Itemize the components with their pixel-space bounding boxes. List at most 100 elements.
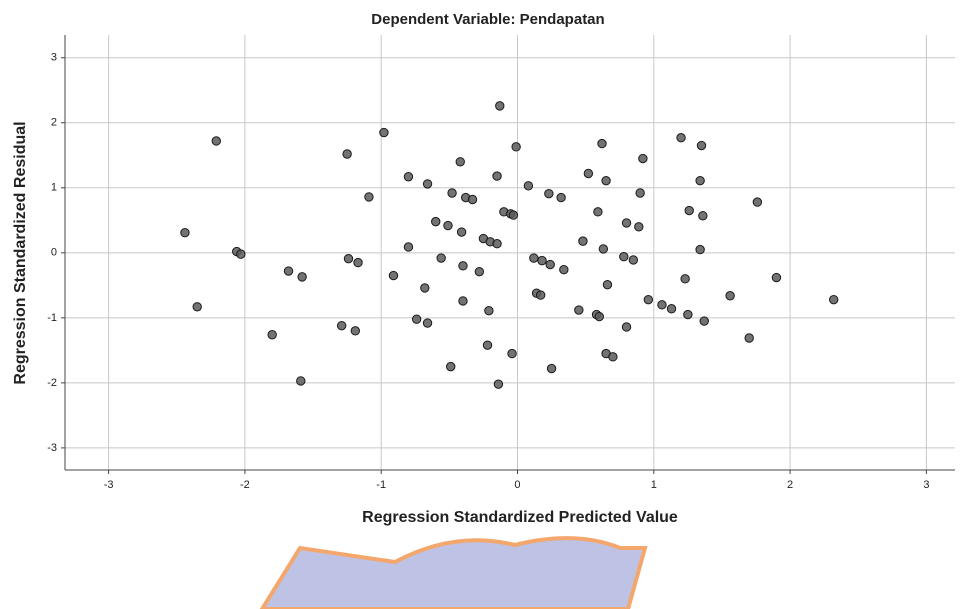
point — [544, 188, 554, 199]
point — [537, 255, 547, 266]
point — [684, 205, 694, 216]
point — [583, 168, 594, 179]
point — [676, 133, 686, 143]
y-axis-label: Regression Standardized Residual — [12, 121, 29, 384]
point — [593, 207, 603, 217]
point — [446, 361, 456, 372]
x-tick-label: -2 — [240, 479, 250, 491]
x-tick-label: -3 — [104, 479, 114, 491]
point — [597, 138, 607, 149]
x-tick-label: 1 — [651, 479, 657, 491]
x-tick-label: 3 — [923, 479, 929, 491]
point — [482, 340, 493, 350]
point — [403, 172, 414, 182]
point — [698, 211, 708, 221]
point — [492, 171, 502, 181]
point — [456, 227, 467, 237]
point — [283, 266, 294, 276]
chart-title: Dependent Variable: Pendapatan — [371, 11, 604, 28]
point — [492, 239, 502, 249]
point — [699, 316, 709, 326]
point — [474, 266, 485, 277]
point — [436, 253, 446, 263]
point — [523, 181, 534, 191]
y-tick-label: -1 — [47, 312, 57, 324]
point — [744, 333, 754, 343]
point — [601, 175, 611, 186]
point — [458, 261, 468, 271]
point — [420, 283, 430, 293]
point — [680, 274, 690, 284]
point — [336, 320, 347, 331]
point — [594, 311, 604, 322]
point — [771, 272, 782, 283]
point — [545, 259, 555, 270]
point — [578, 236, 588, 246]
point — [296, 376, 306, 386]
point — [508, 210, 519, 220]
point — [683, 309, 693, 320]
point — [350, 326, 361, 336]
point — [180, 227, 190, 238]
point — [643, 294, 654, 305]
x-tick-label: 2 — [787, 479, 793, 491]
point — [546, 363, 557, 374]
point — [297, 272, 307, 282]
x-tick-label: -1 — [376, 479, 386, 491]
point — [695, 244, 705, 255]
point — [556, 192, 566, 203]
point — [267, 330, 277, 340]
point — [353, 257, 363, 268]
point — [666, 304, 677, 314]
point — [192, 302, 202, 312]
point — [236, 249, 246, 259]
point — [455, 157, 465, 167]
point — [621, 322, 632, 332]
y-tick-label: -2 — [47, 377, 57, 389]
point — [343, 253, 354, 264]
point — [211, 136, 221, 146]
x-axis-label: Regression Standardized Predicted Value — [362, 509, 678, 526]
watermark — [259, 536, 648, 609]
point — [443, 220, 453, 231]
point — [431, 216, 441, 227]
point — [752, 197, 763, 207]
point — [696, 140, 707, 151]
point — [411, 314, 422, 324]
point — [493, 379, 504, 389]
point — [364, 192, 374, 202]
point — [342, 149, 352, 159]
point — [559, 265, 569, 275]
point — [422, 179, 433, 189]
x-tick-label: 0 — [514, 479, 520, 491]
point — [634, 222, 644, 232]
point — [458, 296, 468, 306]
point — [511, 142, 521, 152]
point — [403, 242, 414, 252]
point — [619, 252, 629, 262]
y-tick-label: 1 — [51, 182, 57, 194]
y-tick-label: -3 — [47, 442, 57, 454]
point — [602, 279, 613, 290]
point — [379, 127, 389, 138]
y-tick-label: 2 — [51, 117, 57, 129]
point — [828, 294, 839, 305]
point — [495, 101, 505, 111]
point — [638, 153, 648, 164]
point — [529, 253, 539, 263]
point — [695, 175, 705, 186]
point — [608, 352, 618, 362]
point — [725, 291, 735, 301]
point — [635, 188, 645, 198]
point — [628, 255, 639, 265]
point — [535, 290, 546, 300]
point — [447, 188, 457, 198]
point — [621, 218, 632, 228]
point — [467, 194, 478, 205]
point — [574, 305, 584, 315]
point — [507, 348, 517, 359]
point — [484, 305, 494, 316]
point — [598, 244, 609, 254]
